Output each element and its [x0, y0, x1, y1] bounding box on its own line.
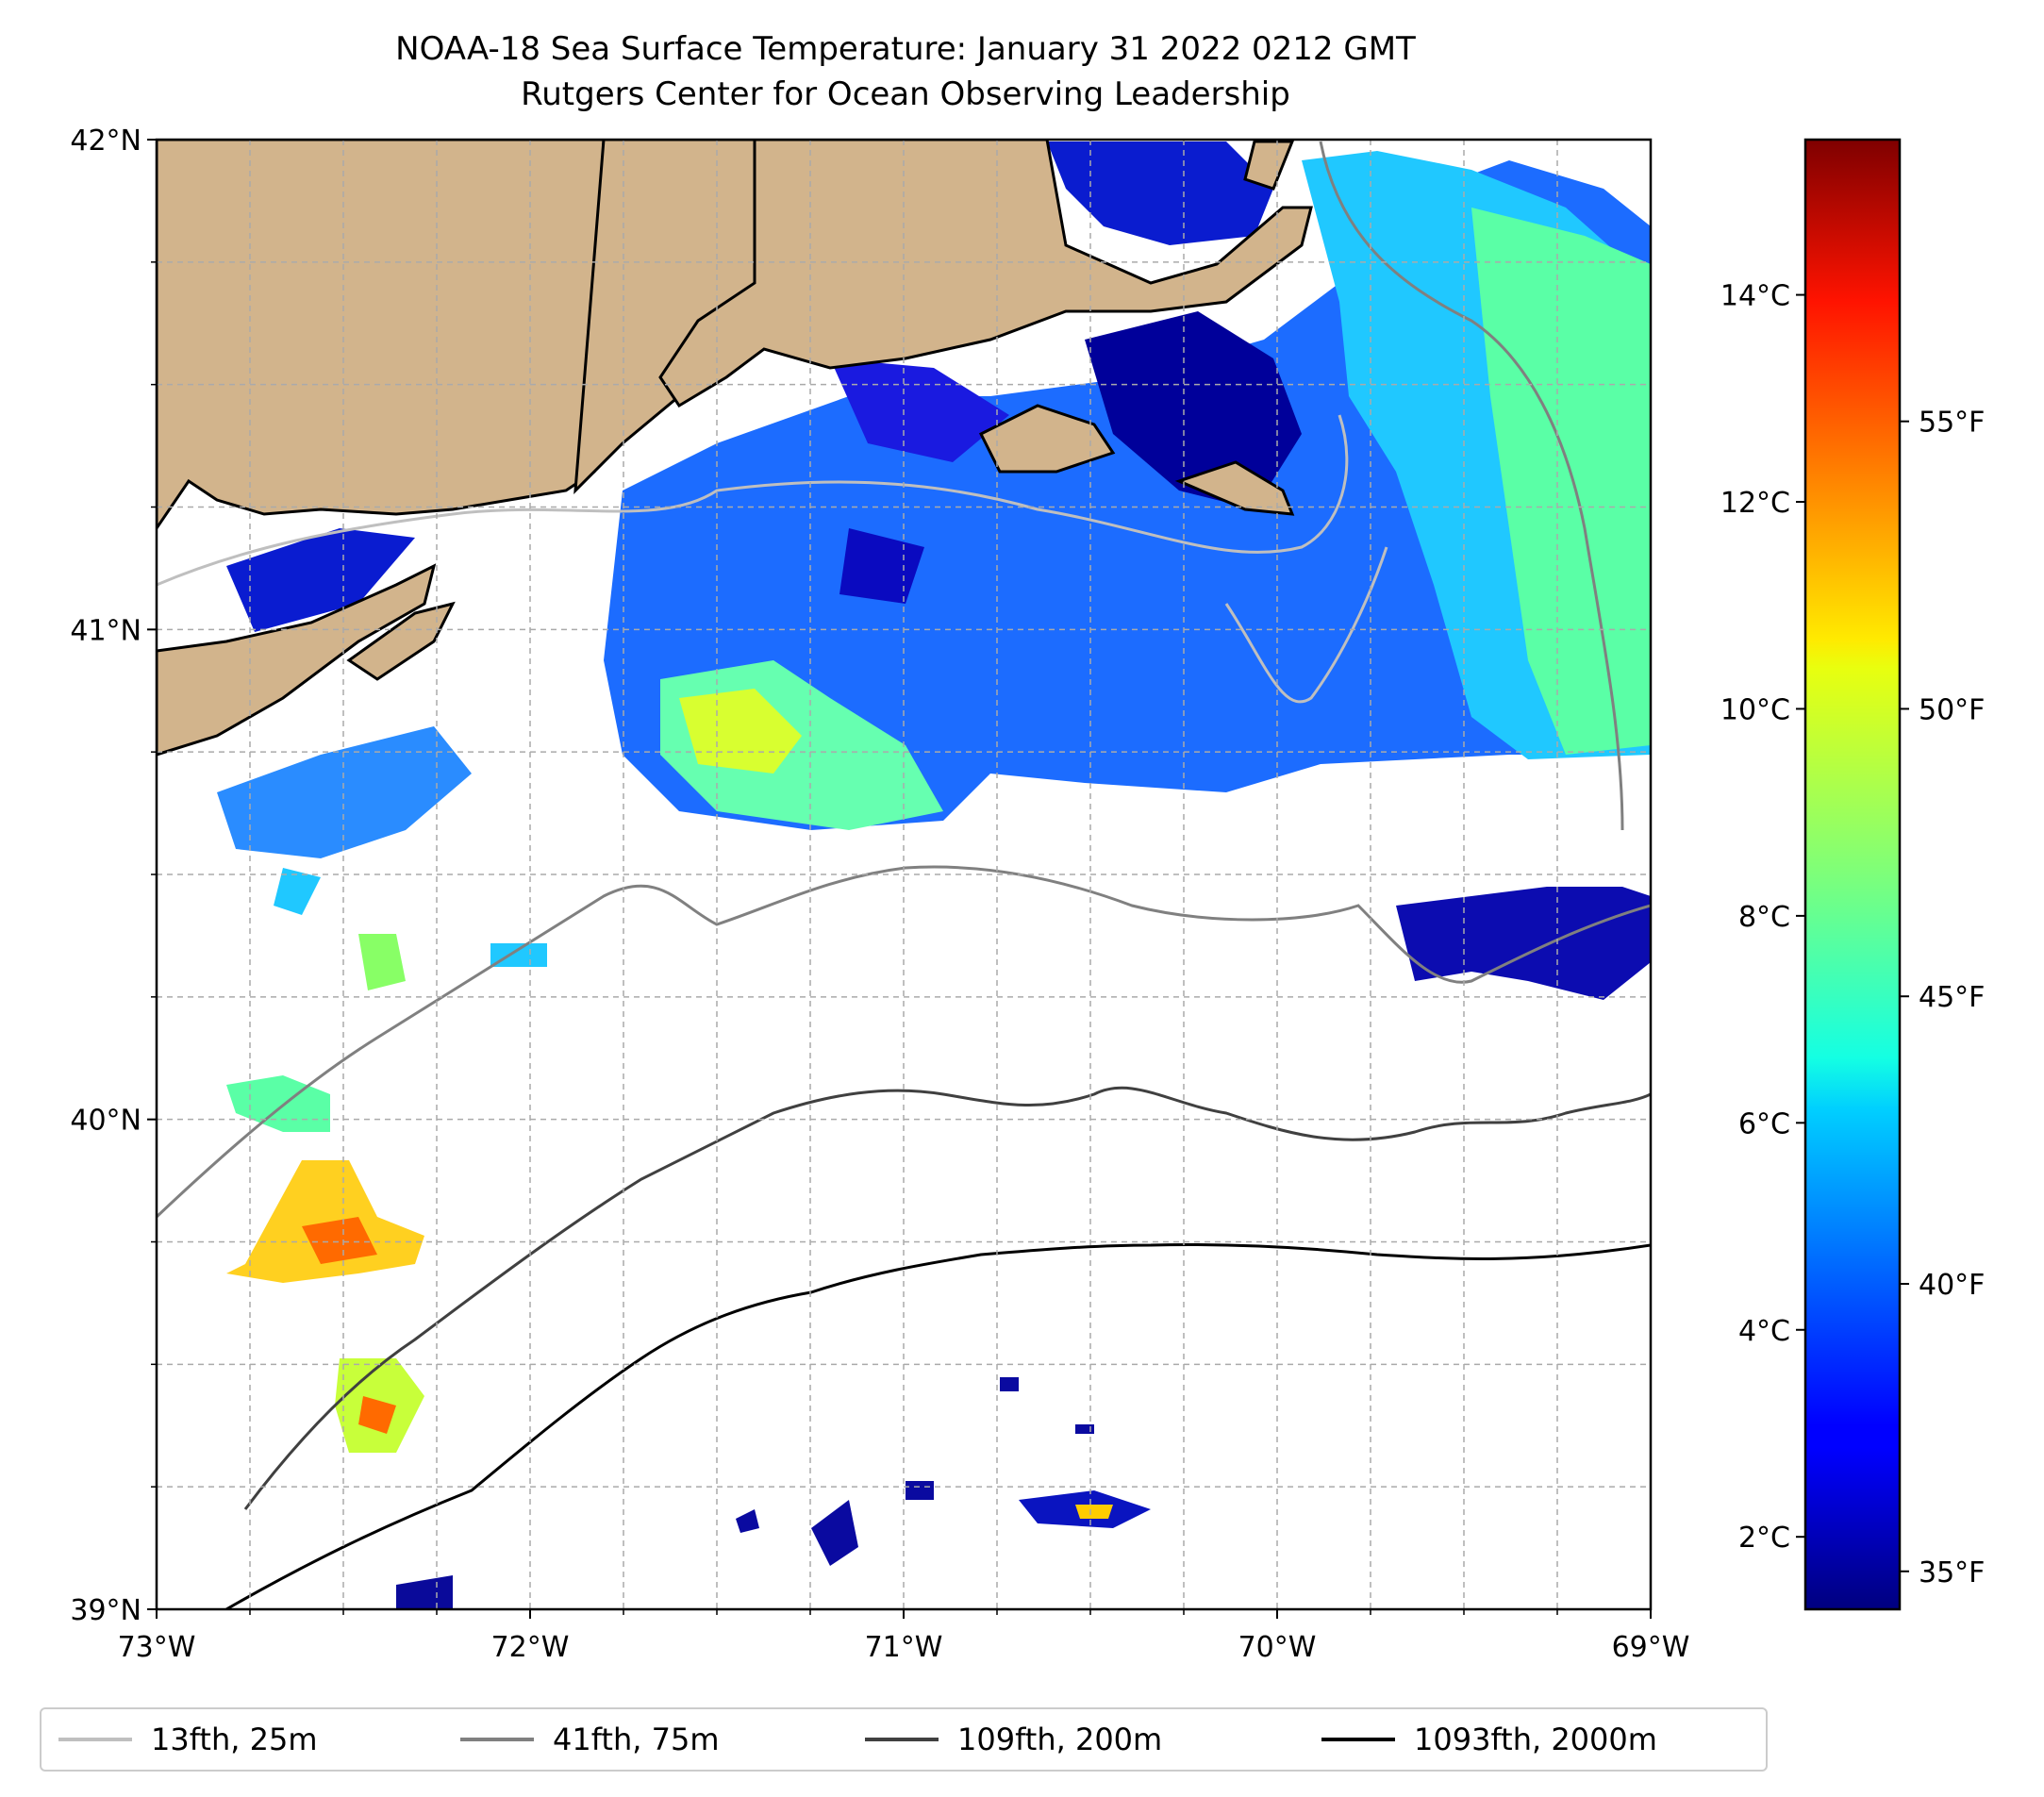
latitude-axis: 42°N 41°N 40°N 39°N [70, 125, 157, 1627]
legend-item-200m: 109fth, 200m [865, 1709, 1162, 1770]
map-title: NOAA-18 Sea Surface Temperature: January… [395, 30, 1416, 68]
lat-tick-label: 39°N [70, 1594, 141, 1627]
celsius-tick-label: 2°C [1738, 1522, 1790, 1555]
legend-item-25m: 13fth, 25m [58, 1709, 317, 1770]
fahrenheit-tick-label: 35°F [1919, 1556, 1985, 1589]
lon-tick-label: 70°W [1238, 1631, 1317, 1664]
colorbar-gradient [1803, 138, 1902, 1611]
lon-tick-label: 69°W [1612, 1631, 1690, 1664]
legend-label-75m: 41fth, 75m [553, 1722, 720, 1757]
contour-legend: 13fth, 25m 41fth, 75m 109fth, 200m 1093f… [40, 1707, 1768, 1772]
map-subtitle: Rutgers Center for Ocean Observing Leade… [521, 75, 1290, 113]
fahrenheit-tick-label: 45°F [1919, 981, 1985, 1014]
colorbar-fahrenheit-ticks: 35°F 40°F 45°F 50°F 55°F [1900, 407, 1985, 1589]
legend-swatch-75m [460, 1738, 534, 1741]
contour-75m-b [1319, 141, 1624, 831]
legend-swatch-200m [865, 1738, 939, 1741]
colorbar: 2°C 4°C 6°C 8°C 10°C 12°C 14°C 35°F 40°F 45°F 50°… [1720, 138, 1985, 1611]
bathymetry-contours [157, 141, 1651, 1609]
contour-200m [243, 1086, 1651, 1510]
longitude-axis: 73°W 72°W 71°W 70°W 69°W [118, 1609, 1690, 1664]
legend-swatch-2000m [1321, 1738, 1395, 1741]
lon-tick-label: 72°W [491, 1631, 570, 1664]
land-mass [157, 140, 1313, 757]
lat-tick-label: 42°N [70, 125, 141, 158]
lat-tick-label: 40°N [70, 1105, 141, 1138]
fahrenheit-tick-label: 40°F [1919, 1269, 1985, 1302]
fahrenheit-tick-label: 55°F [1919, 407, 1985, 440]
legend-label-2000m: 1093fth, 2000m [1414, 1722, 1657, 1757]
celsius-tick-label: 6°C [1738, 1107, 1790, 1140]
legend-item-75m: 41fth, 75m [460, 1709, 719, 1770]
contour-25m-b [1224, 546, 1388, 704]
contour-25m [157, 414, 1349, 587]
lon-tick-label: 71°W [865, 1631, 943, 1664]
sst-data-raster [217, 141, 1651, 1609]
celsius-tick-label: 4°C [1738, 1315, 1790, 1348]
celsius-tick-label: 14°C [1720, 280, 1790, 313]
colorbar-celsius-ticks: 2°C 4°C 6°C 8°C 10°C 12°C 14°C [1720, 280, 1805, 1555]
legend-swatch-25m [58, 1738, 132, 1741]
map-gridlines [157, 140, 1651, 1609]
celsius-tick-label: 8°C [1738, 901, 1790, 934]
lat-tick-label: 41°N [70, 614, 141, 647]
contour-2000m [225, 1242, 1651, 1609]
legend-label-25m: 13fth, 25m [151, 1722, 318, 1757]
legend-item-2000m: 1093fth, 2000m [1321, 1709, 1657, 1770]
lon-tick-label: 73°W [118, 1631, 196, 1664]
fahrenheit-tick-label: 50°F [1919, 693, 1985, 726]
celsius-tick-label: 10°C [1720, 693, 1790, 726]
celsius-tick-label: 12°C [1720, 487, 1790, 520]
contour-75m [157, 865, 1651, 1219]
legend-label-200m: 109fth, 200m [957, 1722, 1163, 1757]
